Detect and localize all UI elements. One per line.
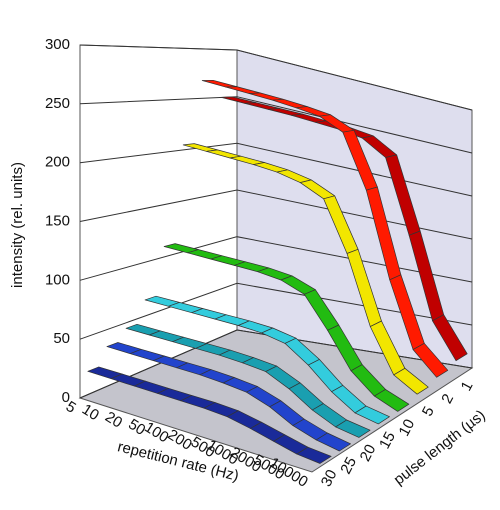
y-tick-label: 150 [45, 212, 70, 229]
z-tick-label: 2 [438, 391, 457, 406]
z-tick-label: 15 [376, 429, 399, 452]
z-tick-label: 10 [396, 416, 419, 439]
ribbon-segment [393, 367, 429, 395]
ribbon-segment [374, 389, 410, 412]
ribbon-segment [412, 342, 449, 378]
ribbon-segment [296, 446, 332, 464]
y-axis-title: intensity (rel. units) [9, 162, 26, 288]
grid-line [79, 189, 473, 240]
z-tick-label: 1 [458, 379, 477, 394]
ribbon-segment [432, 314, 468, 362]
x-tick-label: 20 [102, 408, 125, 431]
y-tick-label: 100 [45, 271, 70, 288]
y-tick-label: 250 [45, 95, 70, 112]
z-tick-label: 25 [337, 454, 360, 477]
ribbon-segment [315, 432, 351, 452]
grid-line [79, 44, 473, 111]
y-tick-label: 200 [45, 154, 70, 171]
ribbon-segment [335, 419, 371, 438]
z-tick-label: 30 [318, 467, 341, 490]
y-tick-label: 300 [45, 36, 70, 53]
z-tick-label: 20 [357, 442, 380, 465]
x-tick-label: 50 [125, 416, 148, 439]
y-tick-label: 50 [53, 330, 70, 347]
grid-line [79, 282, 473, 340]
z-tick-label: 5 [419, 404, 438, 419]
grid-line [79, 96, 473, 154]
ribbon-segment [354, 405, 390, 425]
x-tick-label: 10 [79, 401, 102, 424]
y-tick-label: 0 [62, 389, 70, 406]
